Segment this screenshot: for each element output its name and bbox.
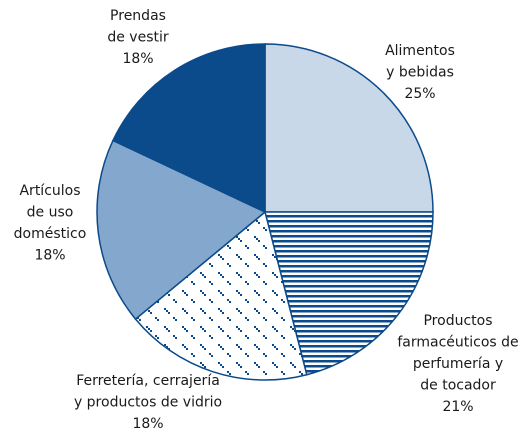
slice-label: Alimentos y bebidas — [385, 43, 455, 81]
slice-label: Artículos de uso doméstico — [14, 183, 87, 242]
pie-slice — [264, 211, 434, 376]
slice-value-label: 18% — [132, 416, 163, 432]
slice-value-label: 18% — [122, 51, 153, 67]
slice-value-label: 21% — [442, 399, 473, 415]
slice-label: Prendas de vestir — [107, 8, 169, 46]
slice-label: Productos farmacéuticos de perfumería y de … — [397, 313, 518, 394]
pie-slice — [96, 139, 267, 321]
slice-value-label: 25% — [404, 86, 435, 102]
pie-slice — [111, 43, 266, 214]
pie-slice — [264, 43, 434, 213]
slice-value-label: 18% — [34, 248, 65, 264]
slice-label: Ferretería, cerrajería y productos de vid… — [74, 373, 222, 411]
pie-slice — [134, 210, 308, 381]
